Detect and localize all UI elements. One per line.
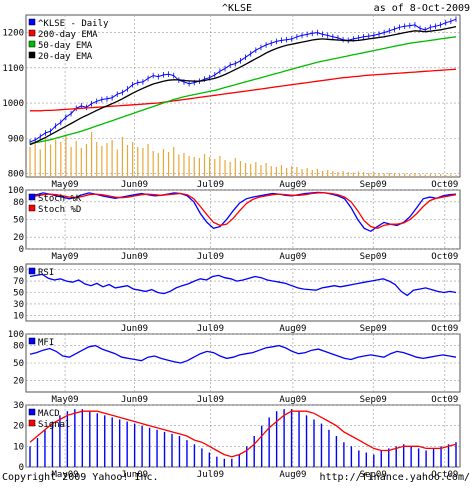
y-tick-label: 1100 [2, 64, 24, 74]
y-tick-label: 10 [13, 442, 24, 452]
x-tick-label: Oct09 [431, 395, 458, 405]
as-of-date: as of 8-Oct-2009 [374, 3, 470, 14]
legend-label: MACD [38, 409, 60, 419]
legend-swatch [28, 18, 36, 26]
legend-swatch [28, 419, 36, 427]
y-tick-label: 900 [8, 134, 24, 144]
series-line [29, 36, 457, 145]
x-tick-label: Jun09 [121, 395, 148, 405]
legend-swatch [28, 337, 36, 345]
series-line [29, 410, 457, 458]
x-tick-label: Sep09 [360, 324, 387, 334]
y-tick-label: 30 [13, 300, 24, 310]
series-line [29, 25, 457, 146]
x-tick-label: Sep09 [360, 252, 387, 262]
y-tick-label: 100 [8, 186, 24, 196]
x-tick-label: Jun09 [121, 180, 148, 190]
x-tick-label: Jul09 [197, 180, 224, 190]
x-tick-label: Jul09 [197, 395, 224, 405]
legend-label: Signal [38, 420, 71, 430]
x-tick-label: Aug09 [279, 470, 306, 480]
panel-frame [25, 404, 461, 468]
y-tick-label: 1000 [2, 99, 24, 109]
y-tick-label: 80 [13, 342, 24, 352]
x-tick-label: Jun09 [121, 470, 148, 480]
y-tick-label: 50 [13, 359, 24, 369]
legend-swatch [28, 40, 36, 48]
x-tick-label: Jun09 [121, 324, 148, 334]
y-tick-label: 50 [13, 289, 24, 299]
x-tick-label: Aug09 [279, 324, 306, 334]
y-tick-label: 100 [8, 330, 24, 340]
x-tick-label: May09 [52, 470, 79, 480]
x-tick-label: Aug09 [279, 252, 306, 262]
x-tick-label: Sep09 [360, 395, 387, 405]
source-url: http://finance.yahoo.com/ [319, 472, 470, 483]
series-line [30, 68, 457, 112]
y-tick-label: 0 [19, 245, 24, 255]
legend-swatch [28, 51, 36, 59]
legend-label: Stoch %D [38, 205, 81, 215]
copyright-text: Copyright 2009 Yahoo! Inc. [2, 472, 159, 483]
legend-swatch [28, 193, 36, 201]
series-line [29, 192, 457, 229]
x-tick-label: Jul09 [197, 470, 224, 480]
x-tick-label: Aug09 [279, 395, 306, 405]
y-tick-label: 70 [13, 277, 24, 287]
series-line [29, 191, 457, 233]
legend-swatch [28, 267, 36, 275]
x-tick-label: Sep09 [360, 180, 387, 190]
x-tick-label: May09 [52, 180, 79, 190]
y-tick-label: 0 [19, 463, 24, 473]
legend-swatch [28, 408, 36, 416]
series-line [29, 18, 457, 143]
y-tick-label: 20 [13, 376, 24, 386]
panel-frame [25, 14, 461, 178]
legend-label: 20-day EMA [38, 52, 93, 62]
y-tick-label: 90 [13, 266, 24, 276]
legend-label: Stoch %K [38, 194, 82, 204]
legend-swatch [28, 29, 36, 37]
y-tick-label: 20 [13, 233, 24, 243]
legend-label: ^KLSE - Daily [38, 19, 109, 29]
legend-label: MFI [38, 338, 54, 348]
x-tick-label: May09 [52, 395, 79, 405]
chart-title: ^KLSE [222, 3, 252, 14]
y-tick-label: 80 [13, 198, 24, 208]
x-tick-label: Sep09 [360, 470, 387, 480]
legend-label: 50-day EMA [38, 41, 93, 51]
legend-swatch [28, 204, 36, 212]
y-tick-label: 50 [13, 216, 24, 226]
y-tick-label: 1200 [2, 29, 24, 39]
x-tick-label: Jul09 [197, 324, 224, 334]
y-tick-label: 20 [13, 422, 24, 432]
x-tick-label: Oct09 [431, 252, 458, 262]
x-tick-label: Oct09 [431, 470, 458, 480]
x-tick-label: Jul09 [197, 252, 224, 262]
y-tick-label: 30 [13, 401, 24, 411]
y-tick-label: 10 [13, 311, 24, 321]
x-tick-label: Oct09 [431, 180, 458, 190]
y-tick-label: 800 [8, 169, 24, 179]
series-line [29, 344, 457, 364]
x-tick-label: Jun09 [121, 252, 148, 262]
legend-label: RSI [38, 268, 54, 278]
x-tick-label: Oct09 [431, 324, 458, 334]
series-line [29, 273, 457, 297]
x-tick-label: Aug09 [279, 180, 306, 190]
x-tick-label: May09 [52, 252, 79, 262]
legend-label: 200-day EMA [38, 30, 98, 40]
